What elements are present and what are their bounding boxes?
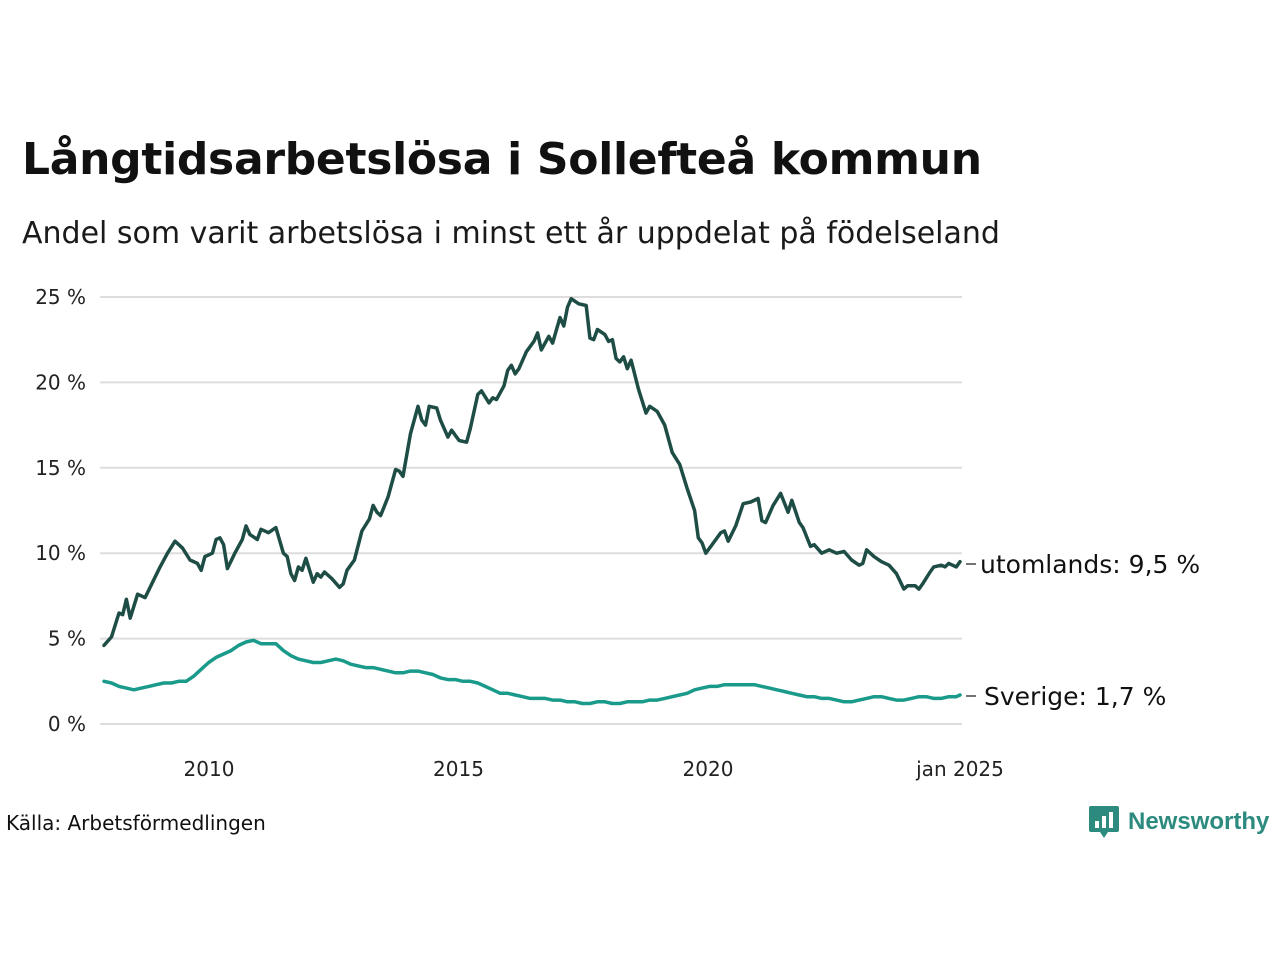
- source-note: Källa: Arbetsförmedlingen: [6, 811, 266, 835]
- x-axis-ticks: 2010 2015 2020 jan 2025: [184, 757, 1004, 781]
- newsworthy-logo-icon: [1089, 806, 1119, 838]
- series-line-utomlands: [102, 296, 962, 648]
- end-label-utomlands: utomlands: 9,5 %: [980, 550, 1200, 579]
- chart-title: Långtidsarbetslösa i Sollefteå kommun: [22, 134, 982, 185]
- brand-name: Newsworthy: [1128, 808, 1270, 835]
- y-tick-label: 20 %: [35, 370, 86, 394]
- y-tick-label: 10 %: [35, 541, 86, 565]
- x-tick-label: 2010: [184, 757, 235, 781]
- y-tick-label: 15 %: [35, 456, 86, 480]
- chart-subtitle: Andel som varit arbetslösa i minst ett å…: [22, 216, 1000, 251]
- y-tick-label: 25 %: [35, 285, 86, 309]
- newsworthy-logo: Newsworthy: [1088, 804, 1269, 840]
- y-axis-ticks: 0 % 5 % 10 % 15 % 20 % 25 %: [35, 285, 86, 736]
- x-tick-label: 2020: [683, 757, 734, 781]
- y-tick-label: 5 %: [48, 627, 86, 651]
- x-tick-label: 2015: [433, 757, 484, 781]
- x-tick-label: jan 2025: [915, 757, 1004, 781]
- end-labels: utomlands: 9,5 % Sverige: 1,7 %: [966, 550, 1200, 711]
- series-lines: [102, 296, 962, 706]
- y-tick-label: 0 %: [48, 712, 86, 736]
- end-label-sverige: Sverige: 1,7 %: [984, 682, 1166, 711]
- series-line-sverige: [102, 638, 962, 706]
- gridlines: [100, 296, 962, 725]
